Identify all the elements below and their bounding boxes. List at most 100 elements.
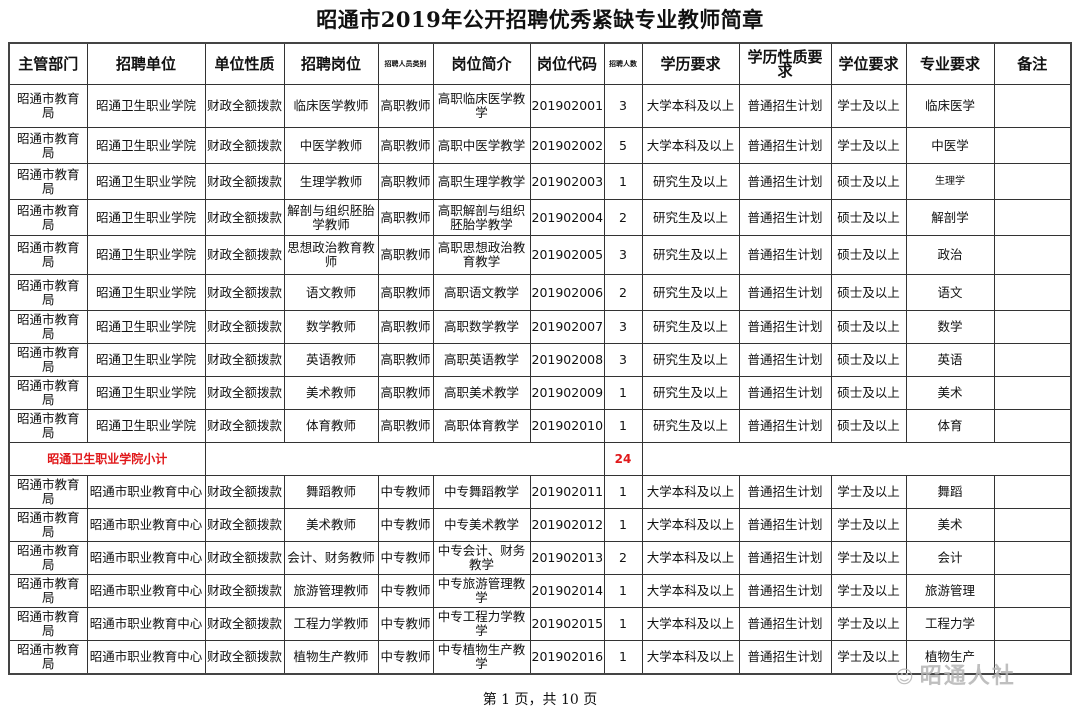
cell-staff-category: 高职教师 <box>377 409 434 443</box>
cell-staff-category: 中专教师 <box>377 574 434 608</box>
subtotal-label: 昭通卫生职业学院小计 <box>8 442 206 476</box>
cell-education-type: 普通招生计划 <box>738 607 832 641</box>
cell-headcount: 1 <box>603 574 643 608</box>
cell-major: 旅游管理 <box>905 574 995 608</box>
cell-education: 大学本科及以上 <box>641 541 740 575</box>
table-row: 昭通市教育局 昭通卫生职业学院 财政全额拨款 思想政治教育教师 高职教师 高职思想政治教育… <box>8 235 1072 275</box>
cell-position-code: 201902014 <box>529 574 605 608</box>
cell-staff-category: 中专教师 <box>377 508 434 542</box>
cell-position-code: 201902008 <box>529 343 605 377</box>
cell-major: 工程力学 <box>905 607 995 641</box>
cell-education-type: 普通招生计划 <box>738 475 832 509</box>
cell-degree: 学士及以上 <box>830 541 907 575</box>
table-row: 昭通市教育局 昭通市职业教育中心 财政全额拨款 植物生产教师 中专教师 中专植物生产教学 2… <box>8 640 1072 675</box>
header-unit-type: 单位性质 <box>204 42 285 85</box>
cell-degree: 硕士及以上 <box>830 409 907 443</box>
cell-unit-type: 财政全额拨款 <box>204 541 285 575</box>
cell-unit-type: 财政全额拨款 <box>204 199 285 236</box>
cell-unit-type: 财政全额拨款 <box>204 163 285 200</box>
cell-headcount: 3 <box>603 310 643 344</box>
cell-major: 数学 <box>905 310 995 344</box>
cell-major: 政治 <box>905 235 995 275</box>
cell-unit-type: 财政全额拨款 <box>204 274 285 311</box>
cell-remarks <box>993 640 1072 675</box>
cell-headcount: 1 <box>603 640 643 675</box>
cell-education: 研究生及以上 <box>641 235 740 275</box>
cell-headcount: 1 <box>603 409 643 443</box>
cell-position: 旅游管理教师 <box>283 574 379 608</box>
recruitment-table: 主管部门 招聘单位 单位性质 招聘岗位 招聘人员类别 岗位简介 岗位代码 招聘人数 学历要求 学历… <box>8 42 1072 675</box>
cell-staff-category: 高职教师 <box>377 274 434 311</box>
cell-position-description: 中专会计、财务教学 <box>432 541 531 575</box>
cell-department: 昭通市教育局 <box>8 274 88 311</box>
cell-position: 中医学教师 <box>283 127 379 164</box>
cell-employer: 昭通卫生职业学院 <box>86 127 206 164</box>
cell-headcount: 1 <box>603 163 643 200</box>
cell-staff-category: 高职教师 <box>377 235 434 275</box>
cell-major: 植物生产 <box>905 640 995 675</box>
cell-employer: 昭通卫生职业学院 <box>86 310 206 344</box>
cell-unit-type: 财政全额拨款 <box>204 343 285 377</box>
cell-department: 昭通市教育局 <box>8 84 88 128</box>
cell-remarks <box>993 376 1072 410</box>
cell-staff-category: 高职教师 <box>377 310 434 344</box>
cell-unit-type: 财政全额拨款 <box>204 127 285 164</box>
cell-degree: 硕士及以上 <box>830 235 907 275</box>
cell-major: 中医学 <box>905 127 995 164</box>
cell-degree: 学士及以上 <box>830 508 907 542</box>
cell-remarks <box>993 343 1072 377</box>
cell-major: 解剖学 <box>905 199 995 236</box>
cell-employer: 昭通卫生职业学院 <box>86 199 206 236</box>
cell-position-code: 201902010 <box>529 409 605 443</box>
cell-education-type: 普通招生计划 <box>738 640 832 675</box>
cell-education-type: 普通招生计划 <box>738 310 832 344</box>
cell-remarks <box>993 541 1072 575</box>
cell-headcount: 5 <box>603 127 643 164</box>
cell-position-code: 201902011 <box>529 475 605 509</box>
cell-position-description: 中专旅游管理教学 <box>432 574 531 608</box>
cell-degree: 学士及以上 <box>830 607 907 641</box>
cell-headcount: 1 <box>603 607 643 641</box>
cell-department: 昭通市教育局 <box>8 376 88 410</box>
cell-degree: 学士及以上 <box>830 84 907 128</box>
cell-employer: 昭通市职业教育中心 <box>86 508 206 542</box>
header-degree: 学位要求 <box>830 42 907 85</box>
cell-position-description: 高职临床医学教学 <box>432 84 531 128</box>
cell-degree: 硕士及以上 <box>830 163 907 200</box>
cell-unit-type: 财政全额拨款 <box>204 376 285 410</box>
page-footer: 第 1 页，共 10 页 <box>482 692 598 708</box>
cell-position: 工程力学教师 <box>283 607 379 641</box>
cell-major: 美术 <box>905 508 995 542</box>
cell-position: 临床医学教师 <box>283 84 379 128</box>
header-remarks: 备注 <box>993 42 1072 85</box>
cell-remarks <box>993 274 1072 311</box>
table-row: 昭通市教育局 昭通卫生职业学院 财政全额拨款 体育教师 高职教师 高职体育教学 201902… <box>8 409 1072 443</box>
cell-unit-type: 财政全额拨款 <box>204 310 285 344</box>
cell-major: 临床医学 <box>905 84 995 128</box>
cell-education-type: 普通招生计划 <box>738 508 832 542</box>
cell-department: 昭通市教育局 <box>8 409 88 443</box>
cell-staff-category: 中专教师 <box>377 475 434 509</box>
cell-department: 昭通市教育局 <box>8 235 88 275</box>
cell-education-type: 普通招生计划 <box>738 84 832 128</box>
cell-position-description: 高职数学教学 <box>432 310 531 344</box>
cell-degree: 学士及以上 <box>830 574 907 608</box>
cell-remarks <box>993 84 1072 128</box>
table-row: 昭通市教育局 昭通卫生职业学院 财政全额拨款 数学教师 高职教师 高职数学教学 201902… <box>8 310 1072 344</box>
document-title: 昭通市2019年公开招聘优秀紧缺专业教师简章 <box>316 7 764 32</box>
cell-department: 昭通市教育局 <box>8 574 88 608</box>
cell-unit-type: 财政全额拨款 <box>204 640 285 675</box>
cell-education: 大学本科及以上 <box>641 84 740 128</box>
table-row: 昭通市教育局 昭通卫生职业学院 财政全额拨款 生理学教师 高职教师 高职生理学教学 2019… <box>8 163 1072 200</box>
cell-education-type: 普通招生计划 <box>738 376 832 410</box>
cell-degree: 硕士及以上 <box>830 274 907 311</box>
cell-education-type: 普通招生计划 <box>738 235 832 275</box>
cell-degree: 学士及以上 <box>830 127 907 164</box>
table-row: 昭通市教育局 昭通卫生职业学院 财政全额拨款 解剖与组织胚胎学教师 高职教师 高职解剖与组… <box>8 199 1072 236</box>
header-education-type: 学历性质要求 <box>738 42 832 85</box>
header-education: 学历要求 <box>641 42 740 85</box>
cell-headcount: 2 <box>603 541 643 575</box>
cell-department: 昭通市教育局 <box>8 199 88 236</box>
cell-major: 体育 <box>905 409 995 443</box>
cell-employer: 昭通卫生职业学院 <box>86 235 206 275</box>
